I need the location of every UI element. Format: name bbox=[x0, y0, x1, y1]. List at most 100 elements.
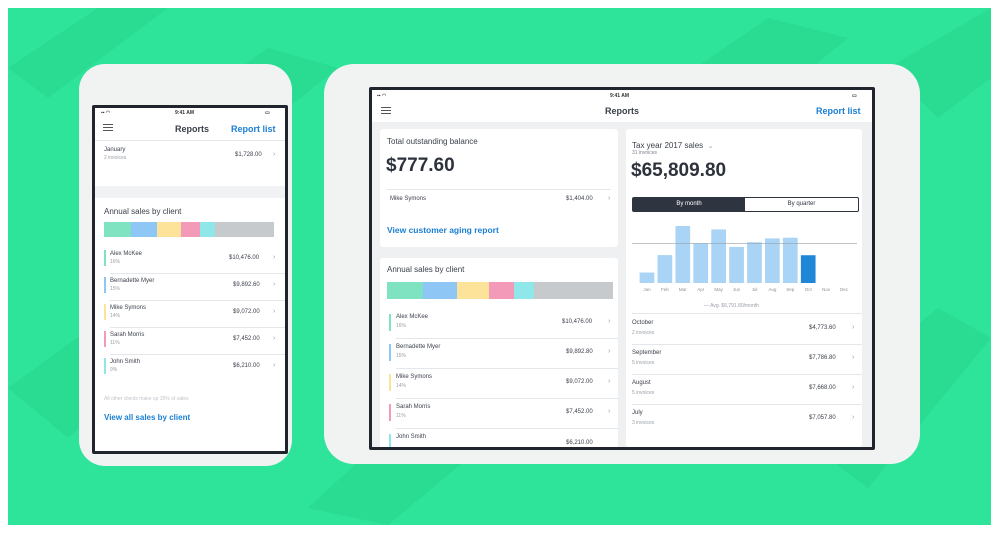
row-divider bbox=[110, 354, 285, 355]
report-list-link[interactable]: Report list bbox=[231, 124, 276, 134]
client-amount: $7,452.00 bbox=[566, 409, 593, 415]
row-divider bbox=[396, 428, 618, 429]
share-segment-john bbox=[200, 222, 215, 237]
client-row[interactable]: John Smith $6,210.00 bbox=[380, 430, 618, 447]
bar-jun[interactable] bbox=[729, 246, 744, 283]
bar-may[interactable] bbox=[711, 229, 726, 283]
chevron-right-icon: › bbox=[852, 354, 855, 361]
client-amount: $9,892.80 bbox=[566, 349, 593, 355]
client-swatch bbox=[389, 314, 391, 331]
menu-icon[interactable] bbox=[103, 124, 113, 133]
row-divider bbox=[396, 338, 618, 339]
client-row[interactable]: Sarah Morris 11% $7,452.00 › bbox=[95, 329, 285, 354]
tax-year-title: Tax year 2017 sales bbox=[632, 141, 704, 150]
bar-feb[interactable] bbox=[657, 255, 673, 283]
client-amount: $9,072.00 bbox=[566, 379, 593, 385]
client-pct: 16% bbox=[110, 259, 121, 265]
tablet-screen: ▪▪ ◠ 9:41 AM ▭ Reports Report list Total… bbox=[369, 87, 875, 450]
client-row[interactable]: Mike Symons 14% $9,072.00 › bbox=[380, 370, 618, 396]
client-swatch bbox=[104, 277, 106, 293]
month-row[interactable]: October 2 invoices $4,773.60 › bbox=[626, 316, 862, 344]
share-segment-mike bbox=[457, 282, 489, 299]
month-amount: $7,057.80 bbox=[809, 415, 836, 421]
month-row[interactable]: July 3 invoices $7,057.80 › bbox=[626, 406, 862, 434]
client-pct: 9% bbox=[110, 367, 118, 373]
battery-icon: ▭ bbox=[852, 93, 857, 99]
customer-aging-link[interactable]: View customer aging report bbox=[387, 225, 499, 235]
client-amount: $10,476.00 bbox=[229, 255, 260, 261]
client-row[interactable]: Sarah Morris 11% $7,452.00 › bbox=[380, 400, 618, 426]
outstanding-title: Total outstanding balance bbox=[387, 137, 478, 146]
client-swatch bbox=[104, 250, 106, 266]
row-amount: $1,728.00 bbox=[235, 152, 262, 158]
month-tick-label: Apr bbox=[697, 287, 705, 292]
client-name: Sarah Morris bbox=[396, 404, 431, 410]
month-row[interactable]: September 5 invoices $7,786.80 › bbox=[626, 346, 862, 374]
average-label: — Avg. $6,791.80/month bbox=[704, 303, 759, 309]
row-divider bbox=[632, 404, 862, 405]
menu-icon[interactable] bbox=[381, 107, 391, 116]
view-all-sales-link[interactable]: View all sales by client bbox=[104, 413, 191, 422]
client-name: Alex McKee bbox=[110, 251, 143, 257]
client-row[interactable]: Mike Symons 14% $9,072.00 › bbox=[95, 302, 285, 327]
january-row[interactable]: January 2 invoices $1,728.00 › bbox=[95, 141, 285, 186]
client-row[interactable]: Alex McKee 16% $10,476.00 › bbox=[95, 248, 285, 273]
chevron-right-icon: › bbox=[273, 362, 276, 369]
client-row[interactable]: Bernadette Myer 15% $9,892.60 › bbox=[95, 275, 285, 300]
bar-oct[interactable] bbox=[800, 255, 816, 283]
bar-jan[interactable] bbox=[639, 272, 655, 283]
tax-year-card: Tax year 2017 sales ⌄ 31 invoices $65,80… bbox=[626, 129, 862, 447]
client-name: Bernadette Myer bbox=[110, 278, 155, 284]
status-time: 9:41 AM bbox=[175, 110, 194, 116]
client-swatch bbox=[389, 344, 391, 361]
month-name: September bbox=[632, 350, 662, 356]
by-month-tab[interactable]: By month bbox=[633, 198, 745, 211]
report-list-link[interactable]: Report list bbox=[816, 106, 861, 116]
client-amount: $6,210.00 bbox=[566, 440, 593, 446]
chevron-right-icon: › bbox=[852, 414, 855, 421]
annual-sales-title: Annual sales by client bbox=[387, 265, 465, 274]
tax-invoices: 31 invoices bbox=[632, 150, 658, 156]
client-row[interactable]: John Smith 9% $6,210.00 › bbox=[95, 356, 285, 381]
nav-title: Reports bbox=[175, 124, 210, 134]
chevron-right-icon: › bbox=[273, 308, 276, 315]
outstanding-client-row[interactable]: Mike Symons $1,404.00 › bbox=[380, 192, 618, 208]
client-name: Mike Symons bbox=[396, 374, 433, 380]
month-row[interactable]: August 5 invoices $7,668.00 › bbox=[626, 376, 862, 404]
client-amount: $7,452.00 bbox=[233, 336, 260, 342]
tax-year-dropdown[interactable]: Tax year 2017 sales ⌄ bbox=[632, 135, 713, 153]
month-tick-label: Jul bbox=[752, 287, 758, 292]
nav-divider bbox=[95, 140, 285, 141]
client-row[interactable]: Bernadette Myer 15% $9,892.80 › bbox=[380, 340, 618, 366]
share-segment-bernadette bbox=[131, 222, 157, 237]
bar-sep[interactable] bbox=[782, 237, 798, 283]
month-sub: 5 invoices bbox=[632, 360, 655, 366]
row-divider bbox=[632, 374, 862, 375]
client-row[interactable]: Alex McKee 16% $10,476.00 › bbox=[380, 310, 618, 336]
month-tick-label: Jan bbox=[643, 287, 651, 292]
client-amount: $6,210.00 bbox=[233, 363, 260, 369]
client-pct: 11% bbox=[110, 340, 120, 346]
by-quarter-tab[interactable]: By quarter bbox=[787, 201, 816, 207]
client-pct: 15% bbox=[110, 286, 121, 292]
bar-aug[interactable] bbox=[765, 238, 780, 283]
chevron-right-icon: › bbox=[852, 384, 855, 391]
tax-amount: $65,809.80 bbox=[631, 160, 727, 181]
bar-jul[interactable] bbox=[747, 242, 762, 283]
chevron-right-icon: › bbox=[852, 324, 855, 331]
share-segment-alex bbox=[387, 282, 423, 299]
month-tick-label: Nov bbox=[822, 287, 831, 292]
chevron-right-icon: › bbox=[273, 151, 276, 158]
client-swatch bbox=[389, 404, 391, 421]
row-divider bbox=[396, 368, 618, 369]
chevron-right-icon: › bbox=[273, 254, 276, 261]
annual-sales-card: Annual sales by client Alex McKee 16% $1… bbox=[380, 258, 618, 447]
client-name: Sarah Morris bbox=[110, 332, 145, 338]
month-name: October bbox=[632, 320, 654, 326]
client-pct: 14% bbox=[110, 313, 121, 319]
client-swatch bbox=[389, 434, 391, 447]
month-tick-label: Sep bbox=[786, 287, 795, 292]
month-amount: $4,773.60 bbox=[809, 325, 836, 331]
bar-apr[interactable] bbox=[693, 243, 709, 283]
bar-mar[interactable] bbox=[675, 225, 691, 283]
